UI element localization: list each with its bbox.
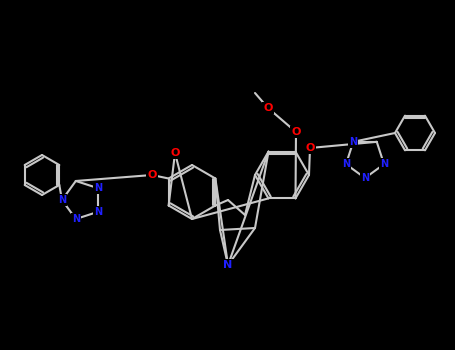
- Text: O: O: [147, 170, 157, 180]
- Text: N: N: [94, 207, 102, 217]
- Text: O: O: [263, 103, 273, 113]
- Text: O: O: [291, 127, 301, 137]
- Text: N: N: [349, 137, 357, 147]
- Text: N: N: [72, 214, 80, 224]
- Text: O: O: [305, 143, 315, 153]
- Text: N: N: [380, 159, 388, 169]
- Text: N: N: [223, 260, 233, 270]
- Text: N: N: [342, 159, 350, 169]
- Text: N: N: [58, 195, 66, 205]
- Text: N: N: [361, 173, 369, 183]
- Text: O: O: [170, 148, 180, 158]
- Text: N: N: [94, 183, 102, 193]
